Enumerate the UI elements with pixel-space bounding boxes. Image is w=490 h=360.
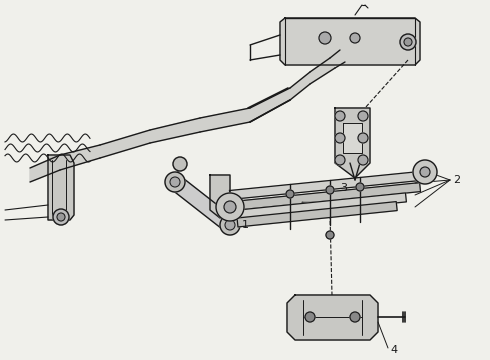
- Polygon shape: [280, 18, 420, 65]
- Circle shape: [165, 172, 185, 192]
- Circle shape: [356, 183, 364, 191]
- Circle shape: [335, 111, 345, 121]
- Circle shape: [173, 157, 187, 171]
- Circle shape: [413, 160, 437, 184]
- Circle shape: [335, 133, 345, 143]
- Text: 4: 4: [390, 345, 397, 355]
- Polygon shape: [48, 155, 74, 220]
- Circle shape: [420, 167, 430, 177]
- Circle shape: [400, 34, 416, 50]
- Circle shape: [57, 213, 65, 221]
- Circle shape: [358, 155, 368, 165]
- Polygon shape: [229, 171, 429, 199]
- Polygon shape: [235, 193, 406, 219]
- Circle shape: [358, 111, 368, 121]
- Circle shape: [53, 209, 69, 225]
- Circle shape: [326, 186, 334, 194]
- Polygon shape: [287, 295, 378, 340]
- Circle shape: [358, 133, 368, 143]
- Circle shape: [350, 33, 360, 43]
- Circle shape: [286, 190, 294, 198]
- Circle shape: [216, 193, 244, 221]
- Circle shape: [224, 201, 236, 213]
- Polygon shape: [233, 183, 420, 211]
- Circle shape: [404, 38, 412, 46]
- Polygon shape: [237, 202, 397, 227]
- Circle shape: [350, 312, 360, 322]
- Circle shape: [305, 312, 315, 322]
- Circle shape: [319, 32, 331, 44]
- Polygon shape: [170, 176, 235, 231]
- Polygon shape: [30, 58, 335, 182]
- Circle shape: [326, 231, 334, 239]
- Text: 2: 2: [453, 175, 460, 185]
- Circle shape: [170, 177, 180, 187]
- Circle shape: [225, 220, 235, 230]
- Text: 3: 3: [340, 183, 347, 193]
- Text: 1: 1: [242, 220, 249, 230]
- Polygon shape: [343, 123, 362, 153]
- Circle shape: [220, 215, 240, 235]
- Circle shape: [335, 155, 345, 165]
- Polygon shape: [302, 202, 338, 214]
- Polygon shape: [335, 108, 370, 178]
- Polygon shape: [210, 175, 230, 218]
